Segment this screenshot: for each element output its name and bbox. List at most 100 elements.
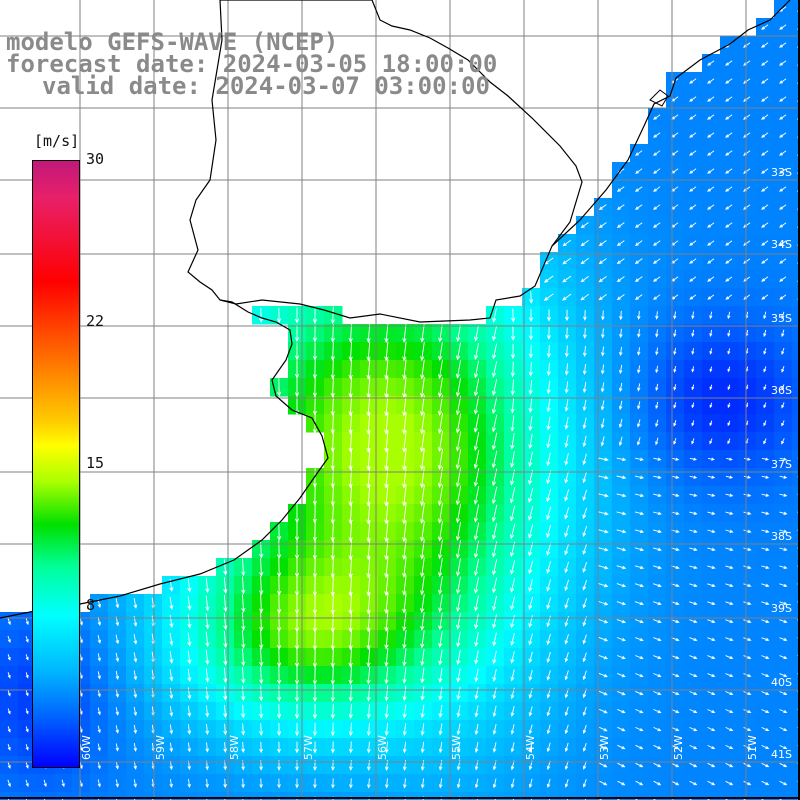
wind-arrow	[598, 457, 609, 462]
wind-arrow	[330, 520, 335, 543]
wind-arrow	[617, 690, 626, 696]
wind-arrow	[473, 414, 480, 433]
wind-arrow	[707, 493, 716, 497]
wind-arrow	[402, 412, 407, 435]
wind-arrow	[634, 204, 643, 210]
speed-cell	[792, 18, 800, 37]
speed-cell	[792, 234, 800, 253]
wind-arrow	[707, 601, 716, 606]
wind-arrow	[655, 365, 659, 374]
wind-arrow	[438, 778, 443, 789]
wind-arrow	[582, 779, 587, 788]
wind-arrow	[241, 685, 246, 702]
wind-arrow	[276, 685, 282, 702]
wind-arrow	[223, 594, 228, 613]
wind-arrow	[779, 96, 787, 102]
wind-arrow	[455, 413, 462, 434]
wind-arrow	[582, 525, 588, 537]
longitude-label: 59W	[154, 735, 167, 760]
wind-arrow	[259, 593, 264, 614]
speed-cell	[792, 288, 800, 307]
speed-cell	[792, 738, 800, 757]
wind-arrow	[582, 435, 587, 448]
wind-arrow	[725, 529, 734, 533]
wind-arrow	[761, 709, 770, 714]
wind-arrow	[673, 329, 677, 338]
wind-arrow	[637, 347, 641, 356]
wind-arrow	[276, 722, 282, 737]
wind-arrow	[616, 240, 625, 246]
wind-arrow	[456, 613, 461, 630]
wind-arrow	[474, 650, 479, 665]
wind-arrow	[637, 419, 641, 428]
wind-arrow	[779, 114, 787, 120]
wind-arrow	[384, 520, 389, 543]
wind-arrow	[582, 507, 588, 520]
latitude-label: 37S	[771, 458, 792, 471]
wind-arrow	[691, 311, 695, 320]
wind-arrow	[743, 493, 752, 497]
wind-arrow	[25, 672, 29, 679]
wind-arrow	[761, 276, 769, 282]
wind-arrow	[582, 670, 587, 681]
wind-arrow	[707, 114, 715, 120]
wind-arrow	[634, 475, 644, 480]
wind-arrow	[402, 557, 407, 578]
wind-arrow	[384, 592, 389, 615]
wind-arrow	[259, 685, 264, 702]
wind-arrow	[779, 565, 788, 570]
wind-arrow	[653, 204, 661, 210]
wind-arrow	[779, 457, 788, 461]
wind-arrow	[707, 475, 716, 479]
wind-arrow	[599, 780, 608, 786]
wind-arrow	[598, 529, 609, 534]
speed-cell	[792, 162, 800, 181]
wind-arrow	[763, 402, 767, 409]
speed-cell	[792, 450, 800, 469]
wind-arrow	[455, 521, 462, 542]
wind-arrow	[619, 346, 623, 357]
wind-arrow	[779, 709, 788, 714]
wind-arrow	[276, 522, 282, 541]
wind-arrow	[634, 186, 643, 192]
wind-arrow	[725, 240, 733, 246]
wind-arrow	[259, 308, 264, 323]
speed-cell	[792, 702, 800, 721]
wind-arrow	[564, 417, 569, 430]
wind-arrow	[473, 431, 480, 452]
wind-arrow	[528, 380, 533, 395]
wind-arrow	[707, 150, 715, 156]
wind-arrow	[600, 382, 605, 393]
speed-cell	[216, 792, 235, 800]
speed-cell	[36, 792, 55, 800]
wind-arrow	[205, 649, 210, 666]
wind-arrow	[580, 275, 589, 283]
wind-arrow	[330, 502, 335, 525]
wind-arrow	[510, 778, 515, 789]
wind-arrow	[635, 780, 644, 786]
wind-arrow	[492, 687, 497, 700]
speed-cell	[792, 630, 800, 649]
wind-arrow	[330, 741, 335, 754]
wind-arrow	[707, 60, 715, 66]
wind-arrow	[543, 293, 554, 301]
wind-arrow	[634, 511, 645, 516]
wind-arrow	[473, 468, 480, 487]
wind-arrow	[438, 594, 443, 613]
wind-arrow	[598, 690, 608, 696]
wind-arrow	[277, 741, 282, 754]
wind-arrow	[564, 471, 569, 484]
wind-arrow	[725, 150, 733, 156]
wind-arrow	[707, 655, 716, 660]
wind-arrow	[743, 511, 752, 515]
wind-arrow	[456, 668, 461, 683]
wind-arrow	[564, 435, 569, 448]
wind-arrow	[727, 311, 731, 320]
wind-arrow	[546, 344, 551, 359]
speed-cell	[234, 792, 253, 800]
wind-arrow	[600, 364, 605, 375]
longitude-label: 60W	[80, 735, 93, 760]
wind-arrow	[691, 348, 695, 355]
wind-arrow	[761, 186, 769, 192]
wind-arrow	[725, 96, 733, 102]
